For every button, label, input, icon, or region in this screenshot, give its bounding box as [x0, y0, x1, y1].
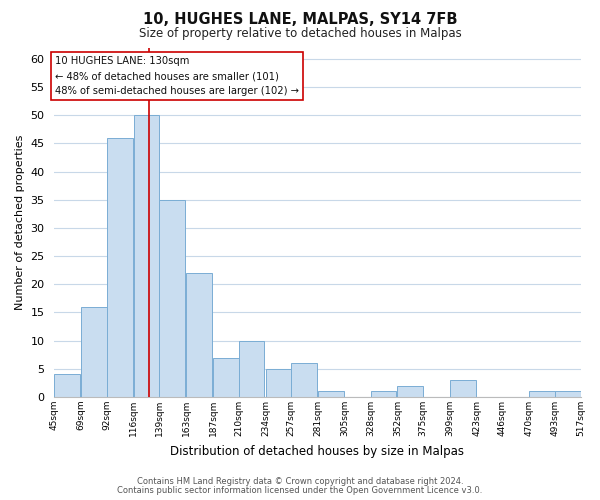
Text: Contains HM Land Registry data © Crown copyright and database right 2024.: Contains HM Land Registry data © Crown c… [137, 478, 463, 486]
Bar [81, 307, 107, 397]
X-axis label: Distribution of detached houses by size in Malpas: Distribution of detached houses by size … [170, 444, 464, 458]
Bar [107, 138, 133, 397]
Text: 10, HUGHES LANE, MALPAS, SY14 7FB: 10, HUGHES LANE, MALPAS, SY14 7FB [143, 12, 457, 28]
Bar [55, 374, 80, 397]
Text: Size of property relative to detached houses in Malpas: Size of property relative to detached ho… [139, 28, 461, 40]
Bar [239, 340, 265, 397]
Text: Contains public sector information licensed under the Open Government Licence v3: Contains public sector information licen… [118, 486, 482, 495]
Bar [266, 369, 291, 397]
Y-axis label: Number of detached properties: Number of detached properties [15, 134, 25, 310]
Text: 10 HUGHES LANE: 130sqm
← 48% of detached houses are smaller (101)
48% of semi-de: 10 HUGHES LANE: 130sqm ← 48% of detached… [55, 56, 299, 96]
Bar [134, 115, 160, 397]
Bar [397, 386, 423, 397]
Bar [371, 392, 396, 397]
Bar [318, 392, 344, 397]
Bar [186, 273, 212, 397]
Bar [291, 363, 317, 397]
Bar [450, 380, 476, 397]
Bar [160, 200, 185, 397]
Bar [213, 358, 239, 397]
Bar [529, 392, 555, 397]
Bar [555, 392, 581, 397]
